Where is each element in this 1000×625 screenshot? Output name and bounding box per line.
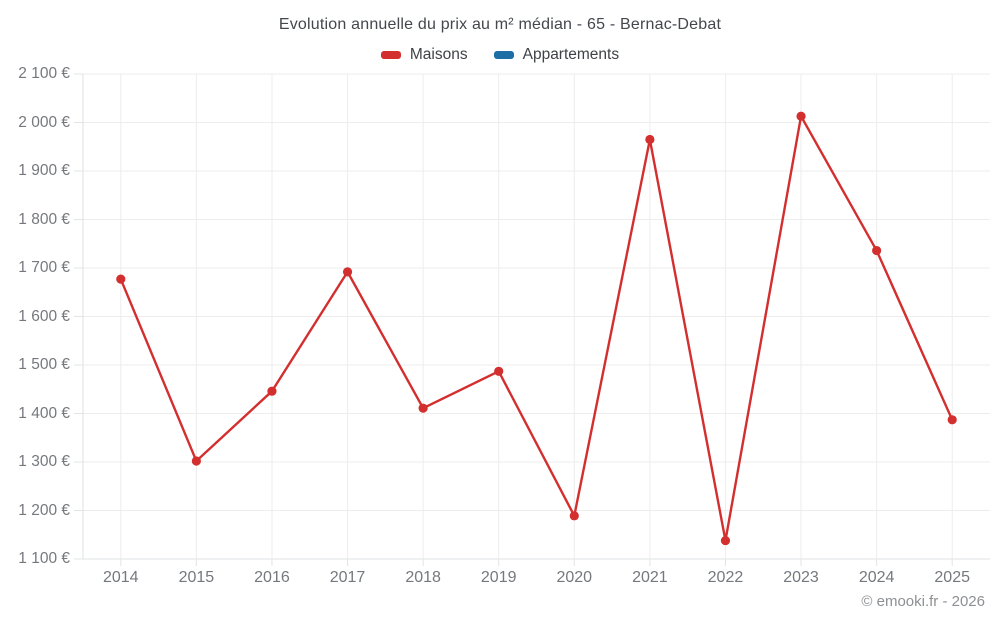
x-tick-label: 2024	[858, 569, 895, 586]
data-point-maisons[interactable]	[342, 267, 353, 277]
data-point-maisons[interactable]	[645, 134, 655, 145]
x-tick-label: 2025	[934, 569, 970, 586]
x-tick-label: 2014	[102, 569, 139, 586]
y-tick-label: 1 600 €	[18, 307, 70, 325]
x-tick-label: 2023	[783, 569, 819, 586]
maisons-series-swatch-icon	[380, 51, 401, 59]
y-tick-label: 1 200 €	[18, 501, 70, 519]
footer-credit: © emooki.fr - 2026	[861, 593, 985, 610]
data-point-maisons[interactable]	[494, 366, 504, 376]
legend: Maisons Appartements	[0, 46, 1000, 64]
appartements-series-swatch-icon	[493, 51, 514, 59]
x-tick-label: 2021	[632, 569, 668, 586]
y-tick-label: 1 500 €	[18, 356, 70, 373]
x-tick-label: 2015	[178, 569, 215, 586]
y-tick-label: 2 000 €	[18, 113, 70, 131]
legend-label-appartements: Appartements	[522, 46, 620, 63]
data-point-maisons[interactable]	[796, 111, 806, 121]
data-point-maisons[interactable]	[191, 456, 201, 466]
legend-item-appartements[interactable]: Appartements	[493, 46, 620, 64]
y-tick-label: 1 700 €	[18, 259, 70, 276]
x-tick-label: 2017	[329, 569, 366, 586]
data-point-maisons[interactable]	[947, 415, 957, 425]
data-point-maisons[interactable]	[267, 386, 277, 396]
chart-title: Evolution annuelle du prix au m² médian …	[278, 16, 722, 33]
legend-label-maisons: Maisons	[409, 46, 468, 63]
series-line-maisons	[119, 114, 954, 542]
x-tick-label: 2016	[254, 569, 290, 586]
y-tick-label: 1 100 €	[18, 550, 70, 567]
y-tick-label: 2 100 €	[18, 65, 70, 82]
x-tick-label: 2018	[405, 569, 441, 586]
data-point-maisons[interactable]	[116, 274, 126, 284]
y-tick-label: 1 400 €	[18, 404, 70, 422]
x-tick-label: 2020	[556, 569, 593, 586]
data-point-maisons[interactable]	[569, 511, 579, 521]
legend-item-maisons[interactable]: Maisons	[380, 46, 468, 64]
data-point-maisons[interactable]	[720, 535, 731, 546]
y-tick-label: 1 800 €	[18, 210, 70, 228]
x-tick-label: 2022	[707, 569, 744, 586]
y-tick-label: 1 900 €	[18, 162, 70, 179]
x-tick-label: 2019	[480, 569, 517, 586]
data-point-maisons[interactable]	[418, 403, 428, 413]
y-tick-label: 1 300 €	[18, 453, 70, 470]
data-point-maisons[interactable]	[872, 245, 882, 256]
